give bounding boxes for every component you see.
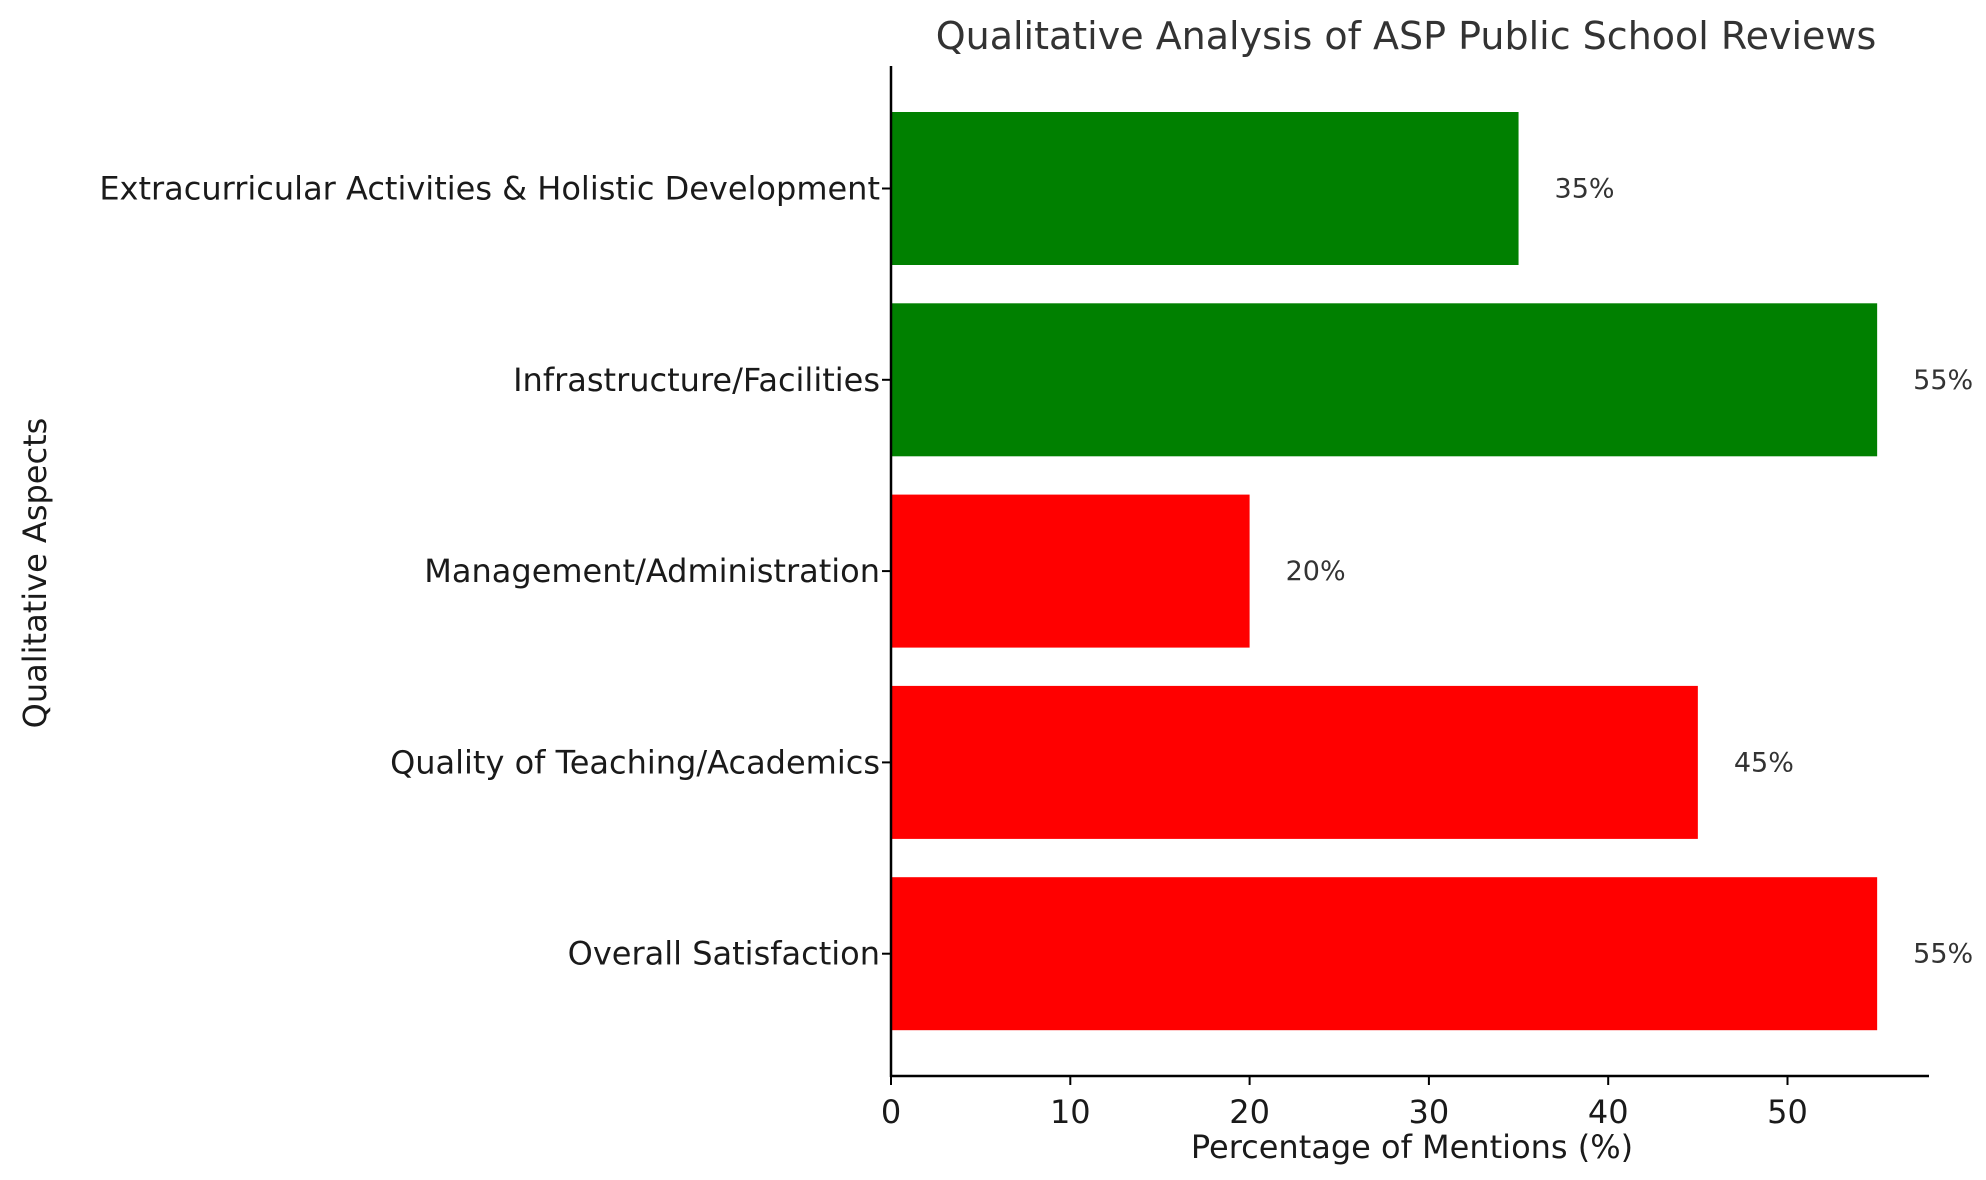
x-ticks-layer: 0 10 20 30 40 50 [881, 1076, 1808, 1131]
x-axis-label: Percentage of Mentions (%) [1191, 1128, 1633, 1166]
bar-0 [891, 877, 1878, 1031]
x-tick-label-1: 10 [1050, 1093, 1091, 1131]
chart-title: Qualitative Analysis of ASP Public Schoo… [936, 14, 1877, 58]
x-tick-label-3: 30 [1409, 1093, 1450, 1131]
value-label-4: 35% [1555, 174, 1615, 205]
category-label-3: Infrastructure/Facilities [513, 361, 880, 399]
value-label-2: 20% [1286, 556, 1346, 587]
bars-layer [891, 112, 1878, 1031]
value-label-0: 55% [1913, 939, 1973, 970]
x-tick-label-5: 50 [1767, 1093, 1808, 1131]
bar-3 [891, 303, 1878, 457]
category-labels-layer: Overall Satisfaction Quality of Teaching/… [99, 170, 891, 973]
bar-2 [891, 494, 1250, 648]
bar-1 [891, 685, 1698, 839]
x-tick-label-0: 0 [881, 1093, 901, 1131]
category-label-2: Management/Administration [424, 552, 880, 590]
value-label-1: 45% [1734, 747, 1794, 778]
x-tick-label-2: 20 [1229, 1093, 1270, 1131]
category-label-0: Overall Satisfaction [568, 935, 880, 973]
value-labels-layer: 55% 45% 20% 55% 35% [1286, 174, 1974, 970]
bar-4 [891, 112, 1519, 265]
category-label-4: Extracurricular Activities & Holistic De… [99, 170, 880, 208]
x-tick-label-4: 40 [1588, 1093, 1629, 1131]
category-label-1: Quality of Teaching/Academics [390, 743, 880, 781]
value-label-3: 55% [1913, 365, 1973, 396]
y-axis-label: Qualitative Aspects [16, 418, 54, 729]
